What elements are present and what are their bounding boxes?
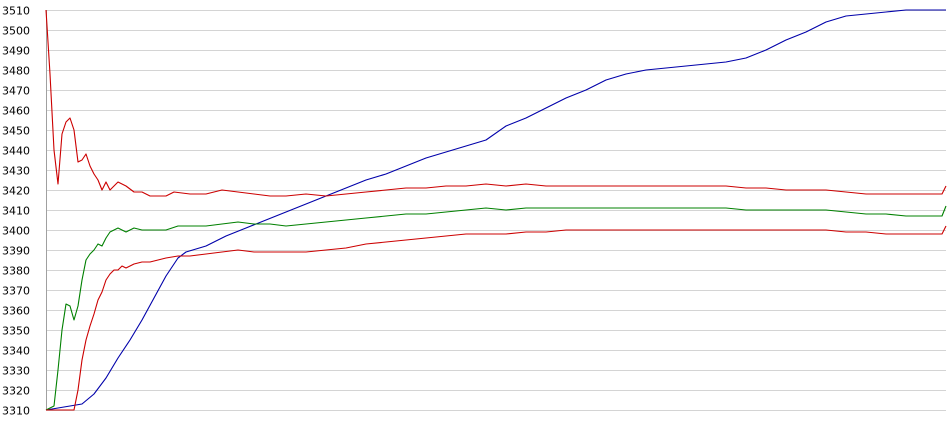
y-tick-label: 3370 (2, 285, 30, 298)
y-tick-label: 3410 (2, 205, 30, 218)
y-tick-label: 3510 (2, 5, 30, 18)
y-tick-label: 3390 (2, 245, 30, 258)
y-tick-label: 3490 (2, 45, 30, 58)
y-tick-label: 3460 (2, 105, 30, 118)
y-tick-label: 3440 (2, 145, 30, 158)
y-tick-labels: 3510 3500 3490 3480 3470 3460 3450 3440 3430 3420… (2, 5, 30, 418)
y-tick-label: 3310 (2, 405, 30, 418)
y-tick-label: 3480 (2, 65, 30, 78)
y-tick-label: 3340 (2, 345, 30, 358)
y-tick-label: 3470 (2, 85, 30, 98)
y-tick-label: 3500 (2, 25, 30, 38)
series-line-1 (45, 9, 946, 411)
y-tick-label: 3350 (2, 325, 30, 338)
y-tick-label: 3380 (2, 265, 30, 278)
y-tick-label: 3430 (2, 165, 30, 178)
grid (46, 10, 946, 411)
y-tick-label: 3420 (2, 185, 30, 198)
series-line-4 (46, 225, 947, 411)
y-tick-label: 3400 (2, 225, 30, 238)
series-line-2 (45, 9, 947, 197)
series-line-3 (45, 205, 947, 411)
y-tick-label: 3450 (2, 125, 30, 138)
y-tick-label: 3330 (2, 365, 30, 378)
y-tick-label: 3320 (2, 385, 30, 398)
y-tick-label: 3360 (2, 305, 30, 318)
series-lines (45, 9, 947, 411)
